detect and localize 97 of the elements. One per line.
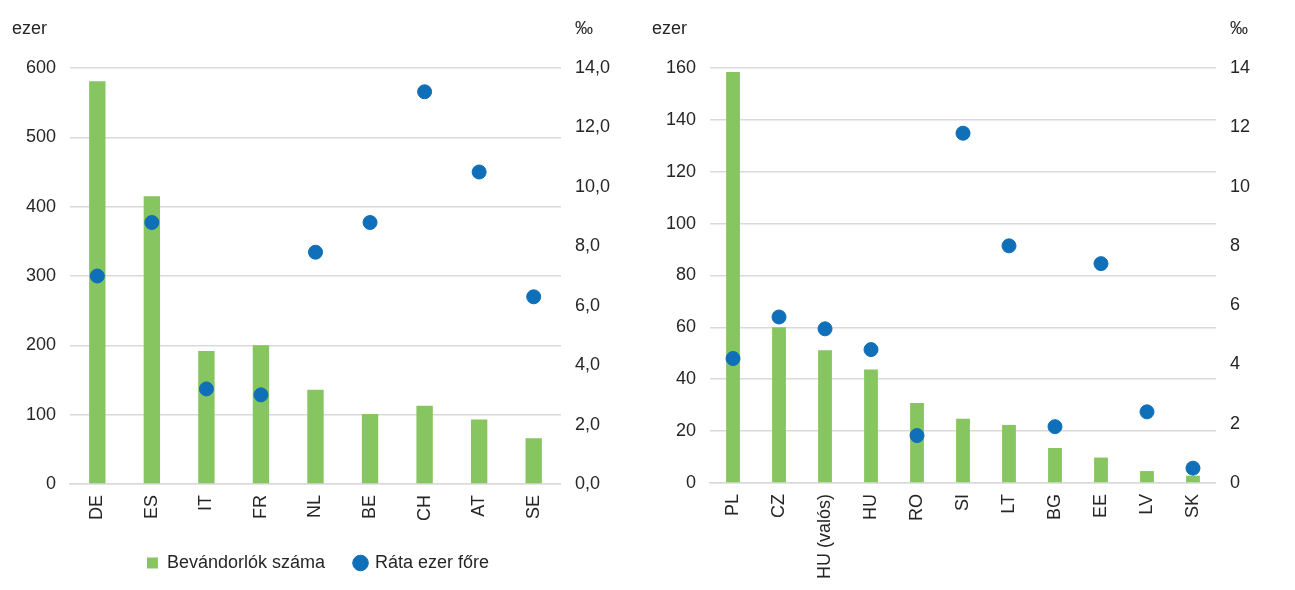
- x-tick-label: IT: [195, 495, 216, 511]
- legend-label: Bevándorlók száma: [166, 551, 326, 572]
- x-tick-label: SI: [951, 493, 972, 512]
- y-axis-title: ezer: [12, 18, 48, 38]
- y-tick-label: 0: [686, 471, 697, 492]
- bar: [525, 438, 542, 484]
- y-tick-label: 160: [665, 56, 697, 77]
- y2-axis-title: ‰: [574, 18, 593, 38]
- x-tick-label: EE: [1089, 493, 1110, 519]
- x-tick-label: DE: [86, 495, 107, 521]
- y2-tick-label: 0: [1229, 471, 1240, 492]
- bar: [864, 369, 878, 483]
- y-tick-label: 60: [676, 316, 697, 337]
- y-tick-label: 500: [25, 126, 57, 147]
- y-tick-label: 80: [676, 264, 697, 285]
- point: [1139, 404, 1155, 420]
- y2-tick-label: 0,0: [574, 472, 600, 493]
- bar: [361, 413, 379, 484]
- y-tick-label: 200: [25, 334, 57, 355]
- bar: [416, 405, 433, 484]
- y2-tick-label: 12,0: [574, 116, 611, 137]
- bar: [818, 350, 832, 483]
- x-tick-label: NL: [304, 495, 325, 519]
- x-tick-label: BG: [1043, 493, 1064, 521]
- y2-tick-label: 14,0: [574, 56, 611, 77]
- x-tick-label: LV: [1135, 493, 1156, 515]
- y-tick-label: 40: [676, 368, 697, 389]
- y-tick-label: 100: [25, 403, 57, 424]
- point: [909, 428, 925, 444]
- point: [955, 125, 971, 141]
- point: [362, 215, 378, 231]
- bar: [1094, 457, 1108, 483]
- point: [1093, 256, 1109, 272]
- y2-tick-label: 8,0: [574, 235, 600, 256]
- point: [526, 289, 542, 305]
- x-tick-label: ES: [140, 495, 161, 520]
- bar: [252, 345, 270, 484]
- x-tick-label: HU: [859, 493, 880, 520]
- x-tick-label: SE: [522, 495, 543, 520]
- x-tick-label: FR: [249, 495, 270, 519]
- point: [817, 321, 833, 337]
- bar: [198, 350, 215, 484]
- y-tick-label: 20: [676, 420, 697, 441]
- y-tick-label: 100: [665, 212, 697, 233]
- y2-tick-label: 2,0: [574, 413, 600, 434]
- point: [308, 244, 323, 260]
- bar: [1186, 475, 1200, 483]
- y2-tick-label: 2: [1229, 412, 1240, 433]
- point: [198, 381, 214, 397]
- point: [1185, 460, 1201, 476]
- bar: [1140, 471, 1154, 483]
- x-tick-label: SK: [1181, 493, 1202, 519]
- x-tick-label: LT: [997, 493, 1018, 514]
- bar: [726, 71, 740, 483]
- legend-label: Ráta ezer főre: [375, 551, 490, 572]
- y2-axis-title: ‰: [1229, 18, 1248, 38]
- point: [771, 309, 787, 325]
- y2-tick-label: 8: [1229, 234, 1240, 255]
- y-tick-label: 120: [665, 160, 697, 181]
- bar: [143, 196, 161, 484]
- point: [417, 84, 433, 100]
- bar: [89, 81, 106, 484]
- point: [1001, 238, 1017, 254]
- point: [1047, 419, 1063, 435]
- y2-tick-label: 10: [1229, 175, 1251, 196]
- y-tick-label: 300: [25, 264, 57, 285]
- x-tick-label: HU (valós): [813, 493, 834, 580]
- y-tick-label: 0: [46, 472, 57, 493]
- x-tick-label: CH: [413, 495, 434, 521]
- x-tick-label: BE: [359, 495, 380, 520]
- bar: [307, 389, 324, 484]
- point: [144, 215, 160, 231]
- y-tick-label: 400: [25, 195, 57, 216]
- x-tick-label: CZ: [767, 493, 788, 518]
- point: [725, 351, 741, 366]
- y-tick-label: 600: [25, 56, 57, 77]
- point: [863, 342, 879, 358]
- bar: [772, 327, 786, 483]
- y-axis-title: ezer: [652, 18, 688, 38]
- point: [89, 268, 105, 284]
- bar: [956, 418, 970, 483]
- y2-tick-label: 14: [1229, 56, 1251, 77]
- y2-tick-label: 10,0: [574, 175, 611, 196]
- x-tick-label: RO: [905, 493, 926, 521]
- y2-tick-label: 4: [1229, 353, 1240, 374]
- y2-tick-label: 12: [1229, 116, 1251, 137]
- bar: [470, 419, 488, 484]
- y2-tick-label: 4,0: [574, 354, 600, 375]
- bar: [1048, 447, 1062, 483]
- x-tick-label: AT: [468, 495, 489, 517]
- point: [253, 387, 269, 403]
- point: [471, 164, 487, 180]
- bar: [1002, 424, 1016, 483]
- y2-tick-label: 6: [1229, 294, 1240, 315]
- x-tick-label: PL: [722, 493, 742, 517]
- y2-tick-label: 6,0: [574, 294, 600, 315]
- y-tick-label: 140: [665, 108, 697, 129]
